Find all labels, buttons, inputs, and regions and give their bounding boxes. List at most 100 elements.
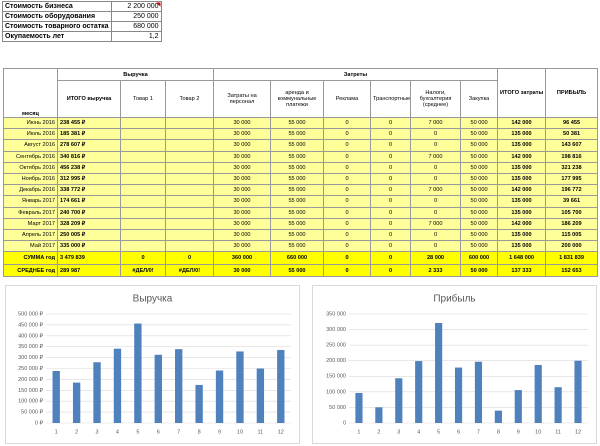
cell: 0: [323, 128, 371, 141]
cell: [120, 161, 166, 174]
cell: [165, 206, 214, 219]
cell: Июль 2016: [3, 128, 58, 141]
y-tick-label: 150 000: [326, 374, 346, 380]
cell: 152 653: [545, 263, 599, 278]
bar: [514, 390, 522, 423]
cell: 186 209: [545, 217, 599, 230]
cell: 30 000: [213, 161, 271, 174]
cell: 30 000: [213, 172, 271, 186]
cell: [165, 240, 214, 253]
table-row: Февраль 2017 240 700 ₽30 000 55 000 0 0 0 50 0…: [3, 206, 599, 219]
y-tick-label: 100 000: [326, 389, 346, 395]
y-tick-label: 200 000 ₽: [18, 376, 43, 383]
cell: [120, 184, 166, 197]
cell: 30 000: [213, 228, 271, 242]
bar: [454, 367, 463, 423]
summary-value: 2 200 000: [110, 1, 162, 12]
cell: 0: [323, 251, 371, 265]
cell: 0: [323, 161, 371, 174]
header-cell: Затреты: [212, 68, 499, 81]
table-row: СРЕДНЕЕ год 289 987 #ДЕЛ/0! #ДЕЛ/0! 30 000 55…: [3, 263, 599, 278]
cell: 55 000: [270, 240, 324, 253]
cell: 55 000: [270, 161, 324, 174]
cell: 0: [323, 228, 371, 242]
cell: Ноябрь 2016: [3, 172, 58, 186]
bar: [415, 361, 423, 423]
x-tick-label: 10: [237, 429, 243, 435]
cell: 185 381 ₽: [57, 128, 121, 141]
cell: 0: [370, 161, 411, 174]
cell: Сентябрь 2016: [3, 150, 58, 163]
bar: [72, 382, 81, 423]
cell: 55 000: [270, 195, 324, 208]
summary-table: Стоимость бизнеса 2 200 000 Стоимость обор…: [2, 1, 162, 42]
cell: 55 000: [270, 184, 324, 197]
bar: [256, 368, 265, 423]
cell: 7 000: [410, 184, 461, 197]
y-tick-label: 250 000 ₽: [18, 365, 43, 372]
x-tick-label: 4: [116, 429, 119, 435]
cell: 135 000: [497, 139, 547, 152]
y-tick-label: 50 000: [329, 405, 346, 411]
x-tick-label: 1: [55, 429, 58, 435]
cell: 338 772 ₽: [57, 184, 121, 197]
cell: 0: [410, 172, 461, 186]
cell: [165, 228, 214, 242]
cell: 55 000: [270, 116, 324, 130]
x-tick-label: 6: [457, 429, 460, 435]
cell: Июнь 2016: [3, 116, 58, 130]
cell: Октябрь 2016: [3, 161, 58, 174]
cell: 135 000: [497, 195, 547, 208]
cell: [120, 228, 166, 242]
cell: 50 000: [459, 263, 499, 278]
cell: 0: [120, 251, 166, 265]
cell: 50 000: [459, 206, 499, 219]
cell: СРЕДНЕЕ год: [3, 263, 58, 278]
x-tick-label: 10: [535, 429, 541, 435]
cell: 7 000: [410, 150, 461, 163]
table-row: Декабрь 2016 338 772 ₽30 000 55 000 0 0 7 000…: [3, 184, 599, 197]
cell: 196 772: [545, 184, 599, 197]
bar: [175, 349, 183, 423]
cell: 0: [323, 150, 371, 163]
cell: 0: [370, 206, 411, 219]
summary-value: 250 000: [110, 11, 162, 22]
cell: 360 000: [213, 251, 271, 265]
summary-value: 1,2: [110, 31, 162, 42]
y-tick-label: 500 000 ₽: [18, 310, 43, 317]
cell: Январь 2017: [3, 195, 58, 208]
cell: 50 000: [459, 240, 499, 253]
cell: 0: [323, 116, 371, 130]
cell: 50 000: [459, 128, 499, 141]
cell: 30 000: [213, 240, 271, 253]
cell: [120, 240, 166, 253]
cell: 135 000: [497, 172, 547, 186]
cell: 0: [410, 206, 461, 219]
x-tick-label: 9: [218, 429, 221, 435]
header-cell: Выручка: [57, 68, 214, 81]
cell: 30 000: [213, 150, 271, 163]
summary-label: Стоимость бизнеса: [2, 1, 112, 12]
header-cell: ПРИБЫЛЬ: [545, 68, 599, 118]
cell: 50 000: [459, 172, 499, 186]
cell: 198 816: [545, 150, 599, 163]
cell: 0: [410, 195, 461, 208]
y-tick-label: 100 000 ₽: [18, 398, 43, 405]
header-row: месяц Выручка Затреты ИТОГО затраты ПРИБЫЛЬ: [3, 68, 599, 118]
x-tick-label: 11: [258, 429, 264, 435]
cell: 30 000: [213, 206, 271, 219]
cell: 0: [370, 195, 411, 208]
cell: 456 238 ₽: [57, 161, 121, 174]
cell: [165, 217, 214, 230]
cell: [165, 128, 214, 141]
header-cell: месяц: [3, 68, 58, 118]
y-tick-label: 0: [343, 420, 346, 426]
cell: 3 479 839: [57, 251, 121, 265]
cell: 50 000: [459, 228, 499, 242]
cell: 240 700 ₽: [57, 206, 121, 219]
cell: 0: [323, 184, 371, 197]
cell: [120, 195, 166, 208]
cell: 50 000: [459, 161, 499, 174]
chart-title: Прибыль: [433, 293, 475, 305]
revenue-chart: Выручка 0 ₽ 50 000 ₽ 100 000 ₽ 150 000 ₽ 200 …: [5, 285, 300, 444]
